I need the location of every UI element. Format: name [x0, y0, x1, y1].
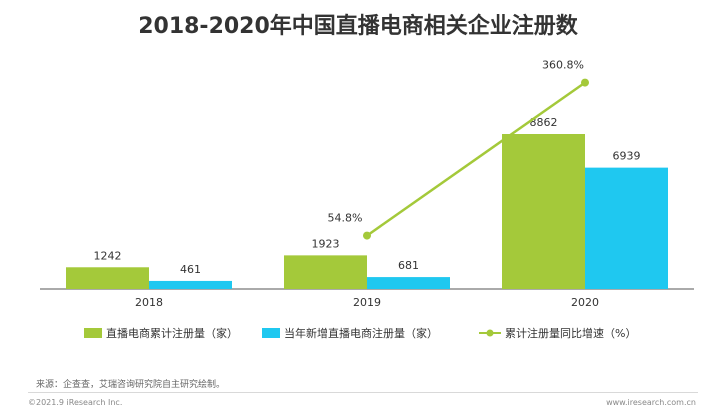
- value-label-new-2020: 6939: [613, 150, 641, 163]
- x-tick-label-2019: 2019: [353, 296, 381, 309]
- bar-cumulative-2019: [284, 255, 367, 289]
- bar-new-2019: [367, 277, 450, 289]
- growth-label-2020: 360.8%: [542, 59, 584, 72]
- legend-growth-swatch-dot: [486, 329, 494, 337]
- growth-rate-line: [366, 81, 586, 237]
- copyright-text: ©2021.9 iResearch Inc.: [28, 398, 123, 407]
- growth-point-2020: [581, 78, 589, 87]
- bar-new-2020: [585, 167, 668, 289]
- bar-new-2018: [149, 280, 232, 289]
- website-url[interactable]: www.iresearch.com.cn: [606, 398, 696, 407]
- value-label-cumulative-2020: 8862: [530, 116, 558, 129]
- value-label-new-2019: 681: [398, 259, 419, 272]
- legend-new-swatch: [262, 328, 280, 338]
- x-tick-label-2018: 2018: [135, 296, 163, 309]
- legend-new-label: 当年新增直播电商注册量（家）: [284, 326, 438, 340]
- legend-cumulative-label: 直播电商累计注册量（家）: [106, 326, 238, 340]
- value-label-cumulative-2018: 1242: [94, 249, 122, 262]
- value-label-cumulative-2019: 1923: [312, 237, 340, 250]
- source-note: 来源：企查查，艾瑞咨询研究院自主研究绘制。: [36, 380, 226, 390]
- growth-point-2019: [363, 231, 371, 240]
- value-label-new-2018: 461: [180, 263, 201, 276]
- growth-label-2019: 54.8%: [328, 212, 363, 225]
- legend-cumulative-swatch: [84, 328, 102, 338]
- bar-cumulative-2020: [502, 134, 585, 289]
- x-tick-label-2020: 2020: [571, 296, 599, 309]
- bar-cumulative-2018: [66, 267, 149, 289]
- footer-divider: [28, 392, 698, 393]
- page-title: 2018-2020年中国直播电商相关企业注册数: [138, 14, 578, 39]
- legend-growth-label: 累计注册量同比增速（%）: [505, 326, 636, 340]
